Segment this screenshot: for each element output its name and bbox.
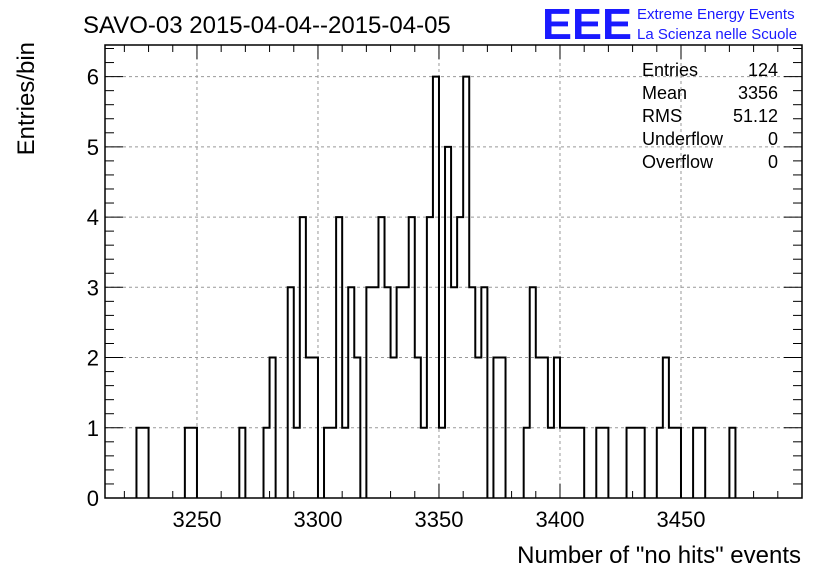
grid-lines	[105, 45, 802, 498]
y-tick-label: 4	[87, 205, 99, 230]
histogram-outline	[135, 75, 737, 498]
histogram-bin	[451, 287, 457, 498]
y-tick-label: 3	[87, 275, 99, 300]
eee-logo: EEE Extreme Energy Events La Scienza nel…	[542, 0, 797, 49]
histogram-bin	[294, 428, 300, 498]
stat-label: RMS	[642, 106, 682, 126]
stat-value: 3356	[738, 83, 778, 103]
stats-box: Entries 124 Mean 3356 RMS 51.12 Underflow 0 Over…	[642, 60, 778, 172]
stat-label: Overflow	[642, 152, 714, 172]
stat-label: Entries	[642, 60, 698, 80]
stat-label: Underflow	[642, 129, 724, 149]
x-tick-label: 3450	[657, 507, 706, 532]
x-tick-label: 3400	[536, 507, 585, 532]
plot-frame	[104, 44, 803, 499]
eee-logo-line2: La Scienza nelle Scuole	[637, 26, 797, 43]
y-tick-label: 6	[87, 65, 99, 90]
y-tick-label: 1	[87, 416, 99, 441]
eee-logo-mark: EEE	[542, 0, 632, 49]
stat-value: 0	[768, 129, 778, 149]
chart-title: SAVO-03 2015-04-04--2015-04-05	[83, 12, 451, 39]
x-tick-labels: 3250 3300 3350 3400 3450	[172, 507, 705, 532]
y-tick-labels: 0 1 2 3 4 5 6	[87, 65, 99, 511]
y-axis-label: Entries/bin	[13, 42, 40, 155]
histogram-bin	[669, 428, 675, 498]
histogram-bin	[572, 428, 578, 498]
histogram-bin	[560, 428, 566, 498]
histogram-bin	[439, 428, 445, 498]
x-tick-label: 3250	[172, 507, 221, 532]
axis-ticks	[105, 45, 803, 499]
x-tick-label: 3350	[415, 507, 464, 532]
x-axis-label: Number of "no hits" events	[517, 542, 801, 569]
y-tick-label: 0	[87, 486, 99, 511]
histogram-bin	[330, 428, 336, 498]
stat-value: 0	[768, 152, 778, 172]
y-tick-label: 5	[87, 135, 99, 160]
histogram-bin	[342, 428, 348, 498]
stat-label: Mean	[642, 83, 687, 103]
y-tick-label: 2	[87, 346, 99, 371]
stat-value: 124	[748, 60, 778, 80]
histogram-bin	[403, 287, 409, 498]
histogram-bin	[548, 428, 554, 498]
histogram-bin	[372, 287, 378, 498]
histogram-bin	[566, 428, 572, 498]
stat-value: 51.12	[733, 106, 778, 126]
x-tick-label: 3300	[293, 507, 342, 532]
eee-logo-line1: Extreme Energy Events	[637, 6, 795, 23]
histogram-bin	[633, 428, 639, 498]
histogram-bin	[421, 428, 427, 498]
